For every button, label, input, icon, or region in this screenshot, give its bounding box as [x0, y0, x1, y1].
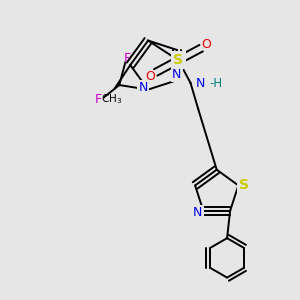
Text: -H: -H: [209, 76, 223, 89]
Text: N: N: [196, 76, 206, 89]
Text: F: F: [95, 93, 102, 106]
Text: F: F: [124, 52, 131, 65]
Text: O: O: [202, 38, 212, 51]
Text: N: N: [139, 81, 148, 94]
Text: S: S: [239, 178, 249, 192]
Text: N: N: [172, 68, 182, 81]
Text: CH$_3$: CH$_3$: [101, 92, 123, 106]
Text: N: N: [193, 206, 203, 219]
Text: O: O: [145, 70, 155, 83]
Text: S: S: [173, 53, 183, 67]
